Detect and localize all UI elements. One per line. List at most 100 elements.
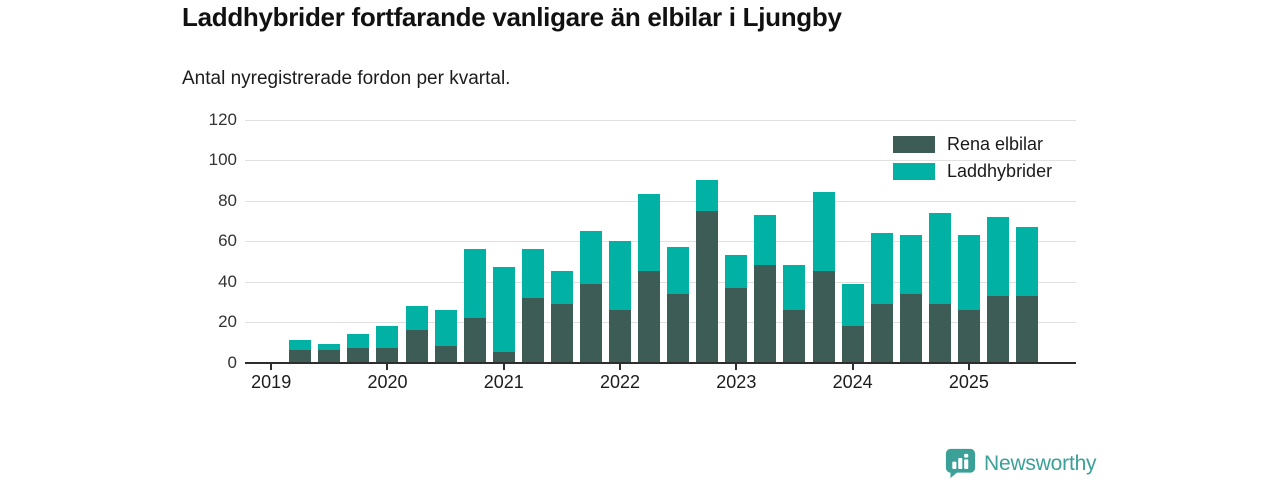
segment-rena-elbilar <box>463 317 486 363</box>
segment-laddhybrider <box>318 344 341 351</box>
segment-laddhybrider <box>754 214 777 266</box>
segment-laddhybrider <box>725 255 748 288</box>
segment-laddhybrider <box>463 249 486 318</box>
x-axis-tick-label: 2024 <box>832 372 873 392</box>
bar-2020-q2 <box>405 305 428 363</box>
bar-2022-q3 <box>667 247 690 363</box>
x-axis-tick <box>967 363 970 370</box>
legend-label: Laddhybrider <box>947 160 1053 181</box>
bar-2021-q4 <box>579 230 602 363</box>
segment-rena-elbilar <box>347 348 370 363</box>
segment-laddhybrider <box>609 241 632 310</box>
x-axis-tick-label: 2025 <box>948 372 989 392</box>
segment-rena-elbilar <box>434 346 457 363</box>
segment-laddhybrider <box>492 267 515 353</box>
segment-rena-elbilar <box>318 350 341 363</box>
legend-label: Rena elbilar <box>947 133 1044 154</box>
y-axis-tick-label: 0 <box>227 352 237 372</box>
legend-swatch-rena-elbilar <box>893 135 935 153</box>
bar-2019-q4 <box>347 334 370 363</box>
segment-laddhybrider <box>521 249 544 298</box>
segment-rena-elbilar <box>609 309 632 363</box>
segment-laddhybrider <box>667 247 690 294</box>
segment-laddhybrider <box>1016 226 1039 296</box>
bar-2023-q3 <box>783 265 806 363</box>
page-title: Laddhybrider fortfarande vanligare än el… <box>182 2 842 32</box>
bar-2020-q3 <box>434 309 457 363</box>
newsworthy-wordmark: Newsworthy <box>984 451 1097 475</box>
segment-laddhybrider <box>289 340 312 351</box>
chart-subtitle: Antal nyregistrerade fordon per kvartal. <box>182 68 511 89</box>
segment-rena-elbilar <box>1016 295 1039 363</box>
gridline-y120 <box>245 119 1076 121</box>
segment-rena-elbilar <box>289 350 312 363</box>
x-axis-tick <box>851 363 854 370</box>
x-axis-tick-label: 2020 <box>367 372 408 392</box>
x-axis-tick <box>735 363 738 370</box>
segment-rena-elbilar <box>957 309 980 363</box>
segment-laddhybrider <box>783 265 806 310</box>
segment-laddhybrider <box>928 212 951 304</box>
bar-2021-q3 <box>550 271 573 363</box>
bar-2024-q4 <box>928 212 951 363</box>
segment-rena-elbilar <box>521 297 544 363</box>
gridline-y20 <box>245 322 1076 323</box>
bar-2019-q2 <box>289 340 312 363</box>
bar-2024-q3 <box>899 234 922 363</box>
legend-item-rena-elbilar: Rena elbilar <box>893 133 1052 154</box>
segment-laddhybrider <box>841 283 864 327</box>
legend-item-laddhybrider: Laddhybrider <box>893 160 1053 181</box>
chart-legend: Rena elbilar Laddhybrider <box>893 133 1053 189</box>
segment-rena-elbilar <box>986 295 1009 363</box>
bar-2024-q1 <box>841 283 864 363</box>
segment-laddhybrider <box>957 234 980 310</box>
segment-rena-elbilar <box>812 271 835 363</box>
y-axis-tick-label: 120 <box>208 109 237 129</box>
bar-2020-q1 <box>376 326 399 363</box>
x-axis-tick-label: 2021 <box>483 372 524 392</box>
bar-2025-q1 <box>957 234 980 363</box>
bar-2021-q2 <box>521 249 544 363</box>
x-axis-tick <box>386 363 389 370</box>
segment-rena-elbilar <box>667 293 690 363</box>
gridline-y60 <box>245 241 1076 242</box>
bar-2022-q1 <box>609 241 632 363</box>
y-axis-tick-label: 100 <box>208 150 237 169</box>
bar-2023-q2 <box>754 214 777 363</box>
segment-laddhybrider <box>638 194 661 272</box>
segment-rena-elbilar <box>638 271 661 363</box>
x-axis-tick-label: 2023 <box>716 372 757 392</box>
segment-rena-elbilar <box>899 293 922 363</box>
bar-2021-q1 <box>492 267 515 363</box>
x-axis-line <box>245 361 1076 364</box>
segment-rena-elbilar <box>550 303 573 363</box>
x-axis-tick <box>270 363 273 370</box>
segment-laddhybrider <box>550 271 573 304</box>
segment-rena-elbilar <box>492 352 515 363</box>
newsworthy-branding: Newsworthy <box>945 448 1097 479</box>
segment-rena-elbilar <box>783 309 806 363</box>
gridline-y40 <box>245 281 1076 283</box>
segment-laddhybrider <box>376 326 399 349</box>
segment-rena-elbilar <box>725 287 748 363</box>
bar-2023-q1 <box>725 255 748 363</box>
bar-2020-q4 <box>463 249 486 363</box>
gridline-y80 <box>245 200 1076 202</box>
bar-2024-q2 <box>870 232 893 363</box>
segment-rena-elbilar <box>579 283 602 363</box>
newsworthy-logo-icon <box>945 448 976 479</box>
segment-laddhybrider <box>405 305 428 331</box>
legend-swatch-laddhybrider <box>893 162 935 180</box>
segment-rena-elbilar <box>928 303 951 363</box>
bar-2023-q4 <box>812 192 835 363</box>
x-axis-tick <box>502 363 505 370</box>
bar-2022-q2 <box>638 194 661 363</box>
bar-2025-q2 <box>986 216 1009 363</box>
y-axis-tick-label: 60 <box>218 231 237 250</box>
segment-laddhybrider <box>434 309 457 347</box>
segment-laddhybrider <box>986 216 1009 296</box>
x-axis-tick-label: 2022 <box>600 372 641 392</box>
segment-rena-elbilar <box>870 303 893 363</box>
